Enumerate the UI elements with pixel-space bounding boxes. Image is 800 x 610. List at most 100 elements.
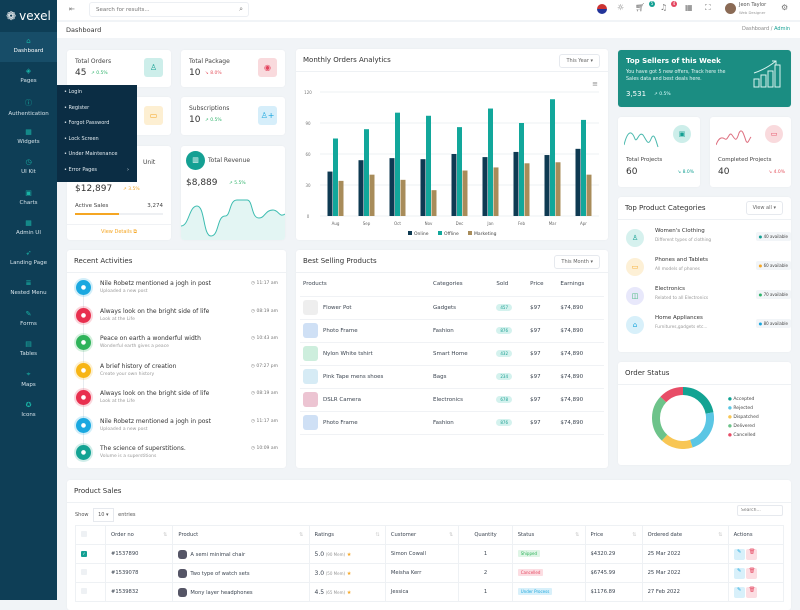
bar-online-mar[interactable] [544,155,550,216]
bar-offline-mar[interactable] [550,99,555,216]
donut-slice-accepted[interactable] [682,387,714,414]
activity-item[interactable]: ● Nile Robetz mentioned a jogh in post Upl… [67,278,286,304]
bar-online-aug[interactable] [327,171,333,216]
user-name[interactable]: Jeon Taylor [739,2,767,8]
view-details-link[interactable]: View Details ⧉ [67,224,171,235]
table-row[interactable]: Nylon White tshirt Smart Home 432 $97 $74,89… [300,342,604,366]
column-header[interactable]: Status ⇅ [511,525,586,545]
bar-marketing-apr[interactable] [586,174,592,216]
table-row[interactable]: Photo Frame Fashion 876 $97 $74,890 [300,319,604,343]
bar-marketing-jan[interactable] [493,167,499,216]
activity-item[interactable]: ● Peace on earth a wonderful width Wonderf… [67,333,286,359]
bar-marketing-mar[interactable] [555,162,561,216]
category-item[interactable]: ⌂ Home Appliances Furnitures,gadgets etc..… [626,314,791,344]
legend-item[interactable]: ● Accepted [728,397,755,402]
table-row[interactable]: #1539078 Two type of watch sets 3.0 (50 Me… [75,563,785,583]
edit-icon[interactable]: ✎ [733,567,745,579]
bar-online-dec[interactable] [451,154,457,216]
month-filter-dropdown[interactable]: This Month ▾ [554,255,600,269]
donut-slice-delivered[interactable] [652,396,668,441]
submenu-item-login[interactable]: • Login [64,89,83,95]
submenu-item-error-pages[interactable]: • Error Pages › [57,163,137,179]
collapse-sidebar-icon[interactable]: ⇤ [69,5,75,13]
submenu-item-lock-screen[interactable]: • Lock Screen [64,135,99,142]
bar-offline-aug[interactable] [333,138,338,217]
bar-online-oct[interactable] [389,158,395,216]
legend-item[interactable]: ● Delivered [728,424,755,429]
bar-offline-jan[interactable] [488,108,493,216]
category-item[interactable]: ♙ Women's Clothing Different types of clot… [626,227,791,257]
delete-icon[interactable]: 🗑︎ [746,548,758,560]
donut-slice-rejected[interactable] [689,412,714,448]
legend-item[interactable]: ● Dispatched [728,415,759,420]
delete-icon[interactable]: 🗑︎ [746,567,758,579]
sidebar-item-icons[interactable]: ✪ Icons [0,396,57,426]
bar-offline-apr[interactable] [581,119,586,216]
column-header[interactable]: Customer ⇅ [384,525,460,545]
bar-offline-nov[interactable] [426,115,431,216]
bar-online-nov[interactable] [420,159,426,216]
bar-offline-dec[interactable] [457,127,462,216]
sidebar-item-charts[interactable]: ▣ Charts [0,184,57,214]
donut-slice-cancelled[interactable] [660,387,684,403]
donut-slice-dispatched[interactable] [661,434,693,449]
column-header[interactable]: Actions [727,525,785,545]
apps-grid-icon[interactable]: ▦ [685,3,693,12]
legend-label[interactable]: Online [414,231,429,237]
bar-marketing-dec[interactable] [462,170,468,216]
edit-icon[interactable]: ✎ [733,548,745,560]
sidebar-item-nested-menu[interactable]: ≣ Nested Menu [0,274,57,304]
table-row[interactable]: Photo Frame Fashion 876 $97 $74,890 [300,411,604,435]
table-row[interactable]: Pink Tape mens shoes Bags 234 $97 $74,890 [300,365,604,389]
year-filter-dropdown[interactable]: This Year ▾ [559,54,600,68]
submenu-item-under-maintenance[interactable]: • Under Maintenance [64,151,118,157]
entries-select[interactable]: 10 ▾ [93,508,114,522]
table-row[interactable]: Flower Pot Gadgets 457 $97 $74,890 [300,296,604,320]
sidebar-item-dashboard[interactable]: ⌂ Dashboard [0,32,57,62]
settings-gear-icon[interactable]: ⚙ [781,3,789,12]
column-header[interactable]: Product ⇅ [172,525,310,545]
sidebar-item-tables[interactable]: ▤ Tables [0,335,57,365]
legend-label[interactable]: Offline [444,231,459,237]
bar-marketing-sep[interactable] [369,174,375,216]
logo[interactable]: ❁ vexel [6,9,51,23]
table-row[interactable]: DSLR Camera Electronics 678 $97 $74,890 [300,388,604,412]
view-all-dropdown[interactable]: View all ▾ [745,201,783,215]
theme-toggle-icon[interactable]: ☼ [617,3,625,12]
category-item[interactable]: ▭ Phones and Tablets All models of phones ●… [626,256,791,286]
bar-marketing-oct[interactable] [400,179,406,216]
sidebar-item-maps[interactable]: ⌖ Maps [0,365,57,395]
fullscreen-icon[interactable]: ⛶ [705,3,711,12]
column-header[interactable]: Ordered date ⇅ [641,525,729,545]
column-header[interactable]: Ratings ⇅ [308,525,386,545]
sidebar-item-ui-kit[interactable]: ◷ UI Kit [0,153,57,183]
sidebar-item-forms[interactable]: ✎ Forms [0,305,57,335]
sidebar-item-landing-page[interactable]: ➶ Landing Page [0,244,57,274]
activity-item[interactable]: ● The science of superstitions. Volume is … [67,443,286,469]
bar-offline-oct[interactable] [395,112,400,216]
sidebar-item-pages[interactable]: ◈ Pages [0,62,57,92]
bar-marketing-nov[interactable] [431,190,437,216]
breadcrumb-dashboard[interactable]: Dashboard [742,26,770,32]
activity-item[interactable]: ● Always look on the bright side of life L… [67,306,286,332]
bell-icon[interactable]: ♫ [660,3,668,12]
search-icon[interactable]: ⌕ [239,5,243,13]
table-row[interactable]: ✓ #1537890 A semi minimal chair 5.0 (90 Mem… [75,544,785,564]
bar-offline-sep[interactable] [364,129,369,216]
category-item[interactable]: ◫ Electronics Related to all Electronics ● … [626,285,791,315]
bar-offline-feb[interactable] [519,123,524,216]
table-search-input[interactable] [737,505,783,516]
table-row[interactable]: #1539832 Mony layer headphones 4.5 (65 Mem… [75,582,785,602]
activity-item[interactable]: ● Always look on the bright side of life L… [67,388,286,414]
sidebar-item-admin-ui[interactable]: ▦ Admin UI [0,214,57,244]
bar-online-jan[interactable] [482,157,488,216]
legend-label[interactable]: Marketing [474,231,497,237]
activity-item[interactable]: ● Nile Robetz mentioned a jogh in post Upl… [67,416,286,442]
submenu-item-forgot-password[interactable]: • Forgot Password [64,120,110,126]
chart-menu-icon[interactable]: ≡ [592,80,598,88]
edit-icon[interactable]: ✎ [733,586,745,598]
submenu-item-register[interactable]: • Register [64,104,90,111]
search-box[interactable]: ⌕ [89,2,249,17]
sidebar-item-widgets[interactable]: ▦ Widgets [0,123,57,153]
avatar[interactable] [725,3,736,14]
